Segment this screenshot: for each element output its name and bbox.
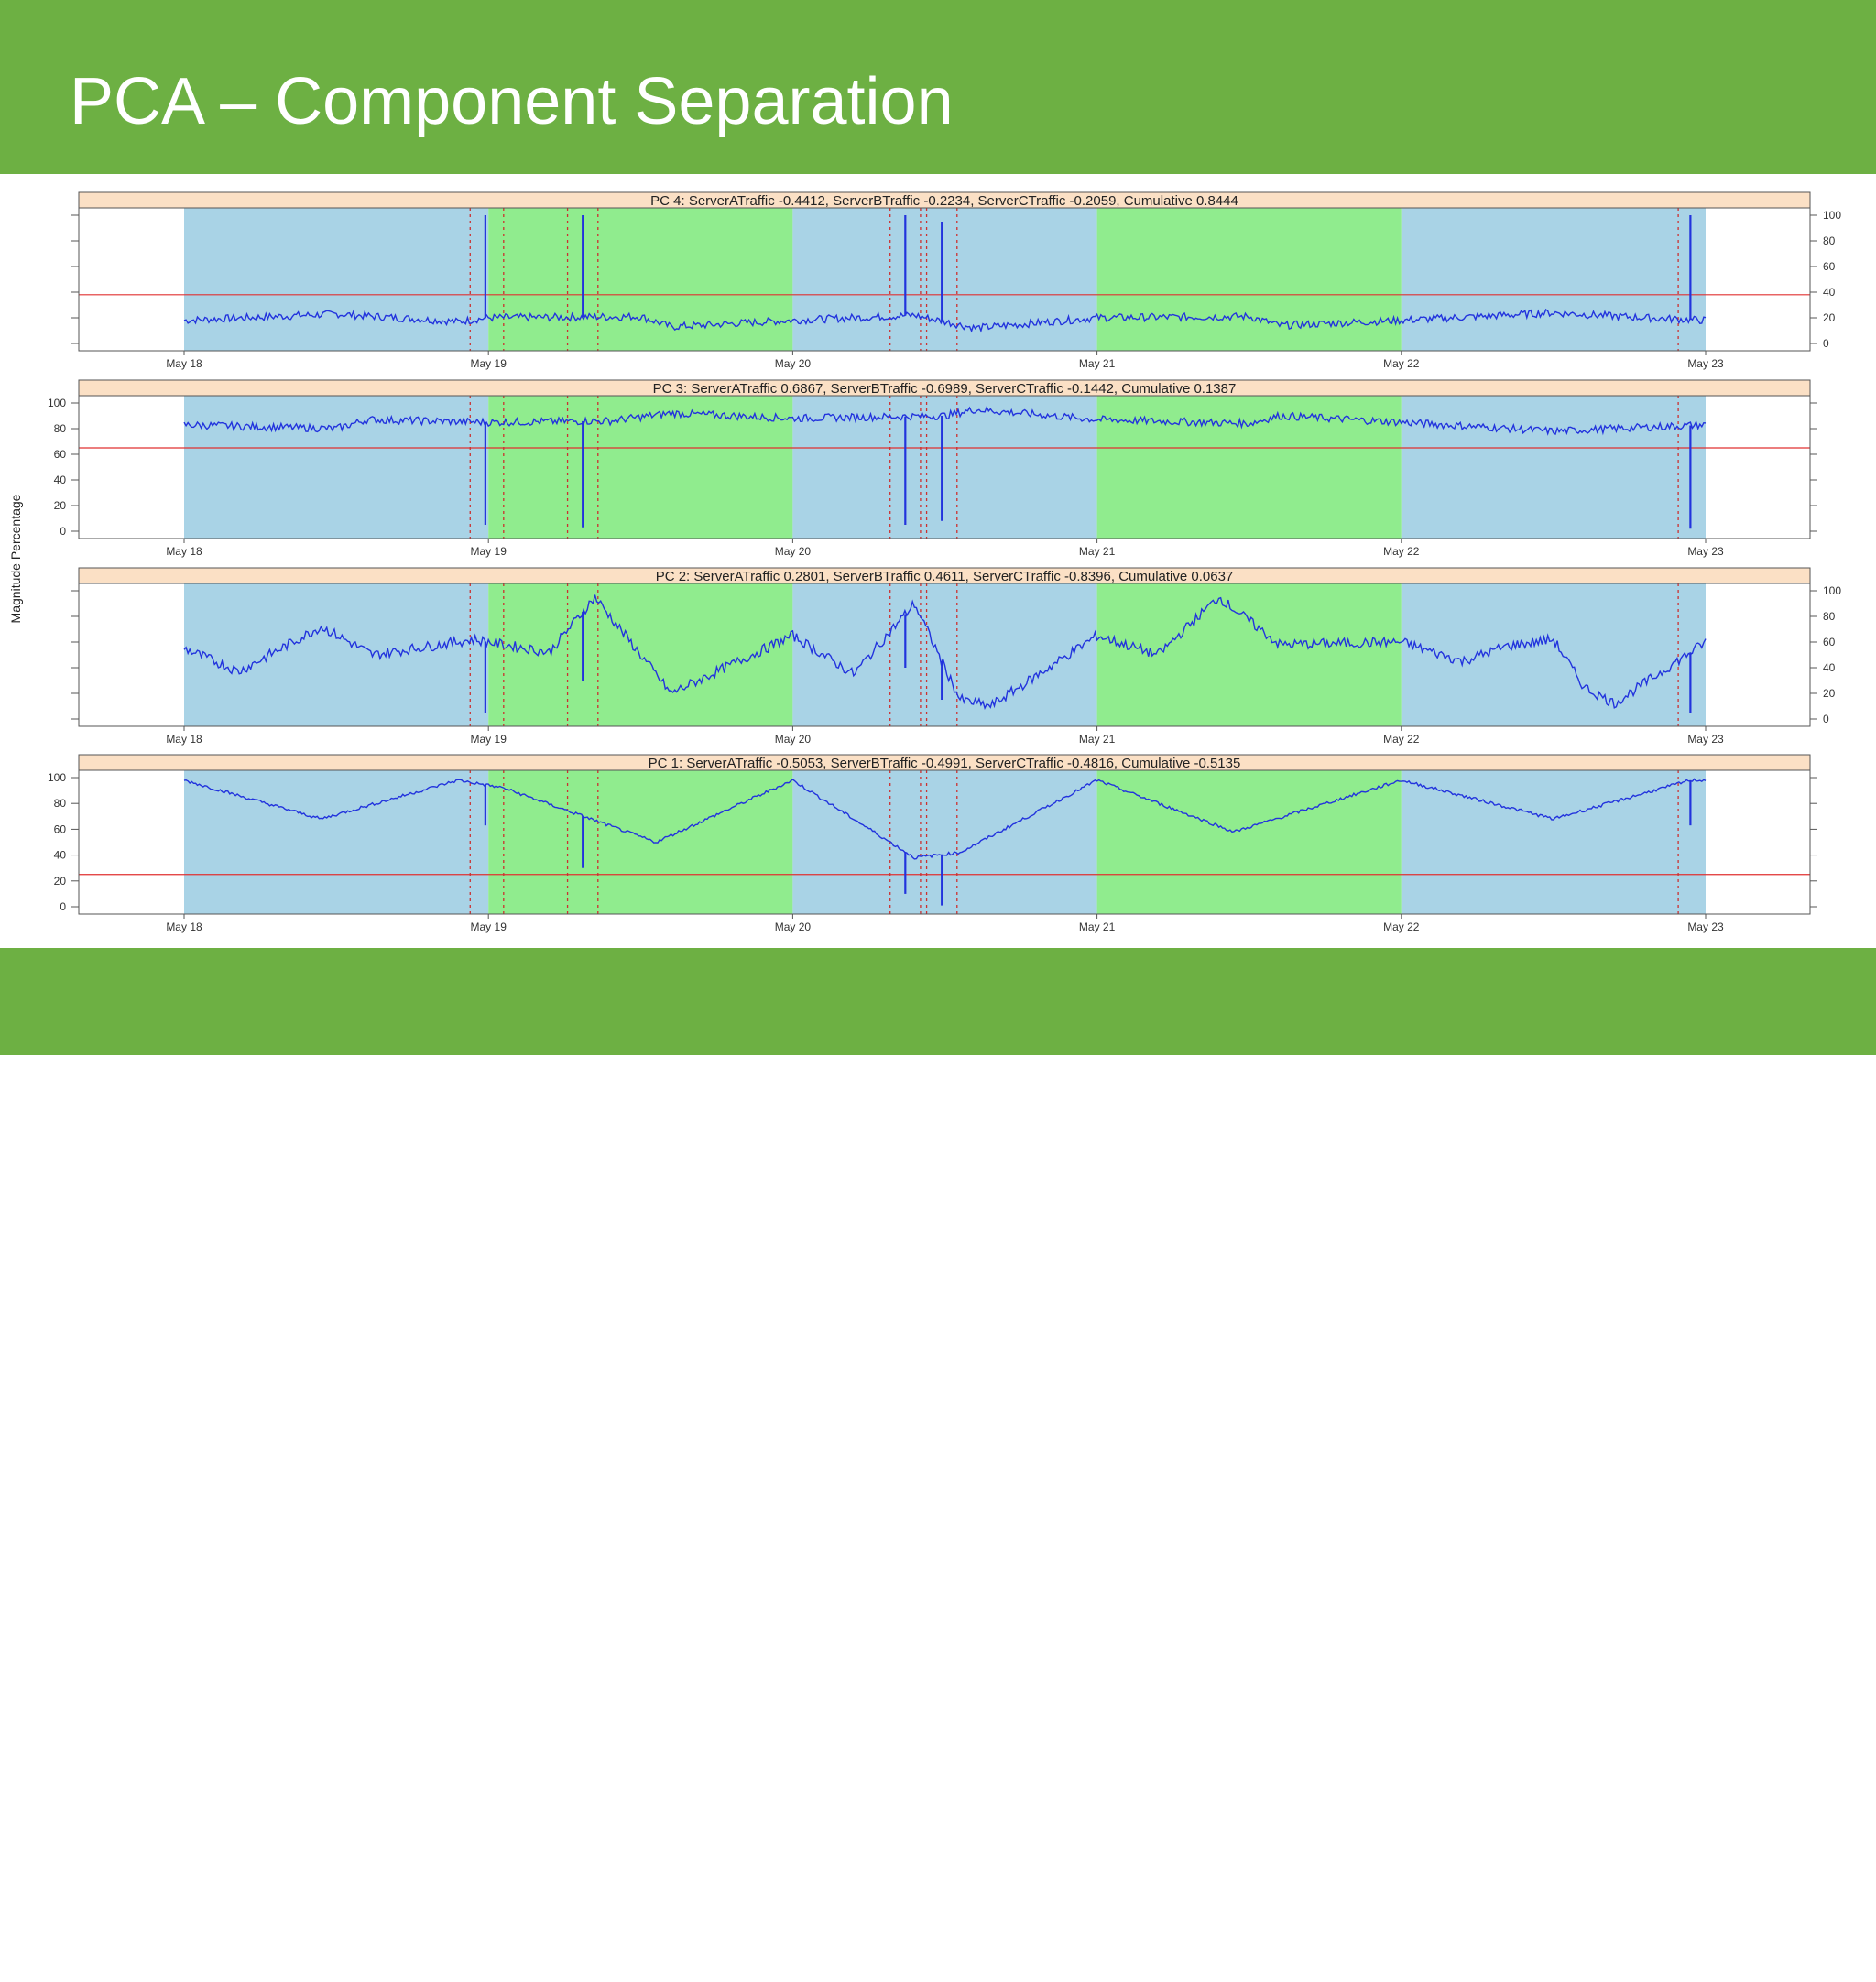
x-tick-label: May 22	[1383, 357, 1420, 370]
y-tick-label: 80	[54, 422, 67, 435]
shaded-period	[792, 208, 1097, 351]
x-tick-label: May 21	[1079, 545, 1116, 558]
shaded-period	[792, 583, 1097, 726]
series-line	[183, 778, 1707, 860]
pca-chart: Magnitude Percentage PC 4: ServerATraffic…	[8, 191, 1841, 933]
y-tick-label: 20	[54, 875, 67, 888]
panel-title: PC 4: ServerATraffic -0.4412, ServerBTra…	[650, 193, 1238, 209]
y-axis-label: Magnitude Percentage	[8, 494, 23, 623]
y-tick-label: 40	[54, 849, 67, 862]
panel-frame	[78, 769, 1811, 915]
x-tick-label: May 23	[1687, 920, 1724, 933]
shaded-period	[1401, 396, 1706, 539]
shaded-period	[792, 396, 1097, 539]
panel-2: PC 3: ServerATraffic 0.6867, ServerBTraf…	[48, 379, 1817, 558]
series-line	[183, 594, 1707, 711]
y-tick-label: 40	[1823, 661, 1836, 674]
shaded-period	[488, 396, 793, 539]
x-tick-label: May 18	[166, 920, 202, 933]
title-band: PCA – Component Separation	[0, 0, 1876, 174]
y-tick-label: 0	[60, 525, 66, 538]
x-tick-label: May 23	[1687, 733, 1724, 746]
x-tick-label: May 21	[1079, 920, 1116, 933]
y-tick-label: 80	[1823, 234, 1836, 247]
y-tick-label: 0	[1823, 713, 1829, 725]
x-tick-label: May 20	[775, 920, 812, 933]
pca-figure: Magnitude Percentage PC 4: ServerATraffic…	[0, 174, 1876, 948]
y-tick-label: 60	[54, 448, 67, 461]
panel-3: PC 2: ServerATraffic 0.2801, ServerBTraf…	[71, 567, 1841, 746]
shaded-period	[1096, 583, 1402, 726]
shaded-period	[1401, 583, 1706, 726]
y-tick-label: 100	[1823, 584, 1841, 597]
shaded-period	[184, 396, 489, 539]
y-tick-label: 60	[54, 822, 67, 835]
x-tick-label: May 19	[471, 357, 507, 370]
shaded-period	[184, 770, 489, 914]
panel-title: PC 2: ServerATraffic 0.2801, ServerBTraf…	[656, 569, 1234, 584]
shaded-period	[1401, 208, 1706, 351]
shaded-period	[488, 770, 793, 914]
shaded-period	[1401, 770, 1706, 914]
x-tick-label: May 21	[1079, 733, 1116, 746]
y-tick-label: 20	[1823, 311, 1836, 324]
x-tick-label: May 19	[471, 920, 507, 933]
x-tick-label: May 18	[166, 733, 202, 746]
y-tick-label: 60	[1823, 260, 1836, 273]
panel-4: PC 1: ServerATraffic -0.5053, ServerBTra…	[48, 754, 1817, 933]
series-line	[183, 308, 1707, 333]
series-line	[183, 405, 1707, 436]
shaded-period	[488, 583, 793, 726]
x-tick-label: May 22	[1383, 545, 1420, 558]
panel-frame	[78, 583, 1811, 727]
panel-title: PC 1: ServerATraffic -0.5053, ServerBTra…	[649, 756, 1241, 771]
shaded-period	[488, 208, 793, 351]
panel-title: PC 3: ServerATraffic 0.6867, ServerBTraf…	[653, 381, 1237, 397]
y-tick-label: 20	[54, 499, 67, 512]
x-tick-label: May 20	[775, 545, 812, 558]
shaded-period	[1096, 208, 1402, 351]
y-tick-label: 40	[54, 474, 67, 486]
page-number: 30	[1796, 1968, 1810, 1982]
x-tick-label: May 20	[775, 733, 812, 746]
panel-frame	[78, 395, 1811, 539]
shaded-period	[792, 770, 1097, 914]
x-tick-label: May 19	[471, 545, 507, 558]
y-tick-label: 60	[1823, 636, 1836, 648]
shaded-period	[184, 208, 489, 351]
y-tick-label: 0	[60, 900, 66, 913]
panel-1: PC 4: ServerATraffic -0.4412, ServerBTra…	[71, 191, 1841, 370]
x-tick-label: May 23	[1687, 357, 1724, 370]
y-tick-label: 100	[1823, 209, 1841, 222]
x-tick-label: May 18	[166, 545, 202, 558]
copyright-text: © 2015 Cisco and/or its affiliates. All …	[66, 1968, 342, 1982]
slide-title: PCA – Component Separation	[70, 65, 954, 138]
panel-frame	[78, 207, 1811, 352]
footer-band: © 2015 Cisco and/or its affiliates. All …	[0, 948, 1876, 1982]
y-tick-label: 80	[1823, 610, 1836, 623]
y-tick-label: 100	[48, 397, 66, 409]
x-tick-label: May 20	[775, 357, 812, 370]
y-tick-label: 80	[54, 797, 67, 810]
x-tick-label: May 23	[1687, 545, 1724, 558]
y-tick-label: 20	[1823, 687, 1836, 700]
x-tick-label: May 18	[166, 357, 202, 370]
shaded-period	[1096, 770, 1402, 914]
y-tick-label: 0	[1823, 337, 1829, 350]
x-tick-label: May 19	[471, 733, 507, 746]
x-tick-label: May 21	[1079, 357, 1116, 370]
y-tick-label: 100	[48, 771, 66, 784]
y-tick-label: 40	[1823, 286, 1836, 299]
x-tick-label: May 22	[1383, 733, 1420, 746]
shaded-period	[1096, 396, 1402, 539]
x-tick-label: May 22	[1383, 920, 1420, 933]
shaded-period	[184, 583, 489, 726]
